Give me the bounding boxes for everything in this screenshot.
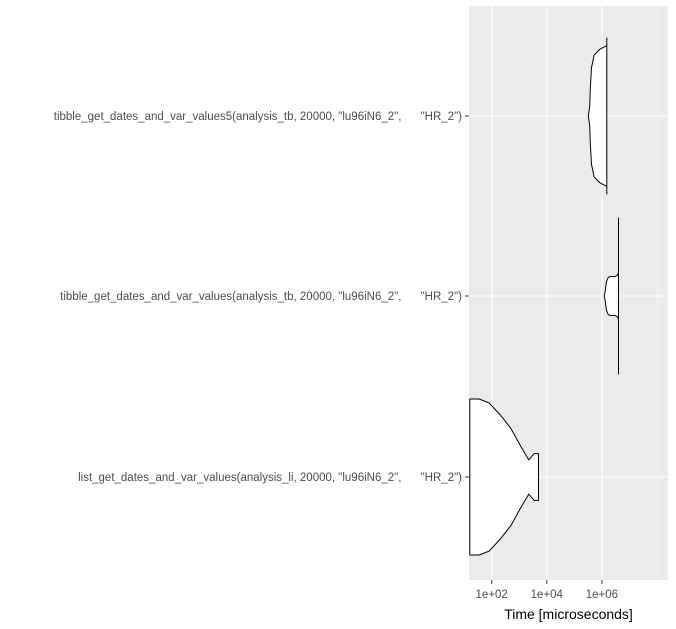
y-tick-label: tibble_get_dates_and_var_values5(analysi…	[54, 111, 462, 123]
violin-1	[587, 37, 608, 195]
y-tick-label: tibble_get_dates_and_var_values(analysis…	[60, 291, 462, 303]
x-axis-title: Time [microseconds]	[504, 606, 633, 622]
x-tick-label: 1e+06	[586, 589, 618, 601]
x-tick-label: 1e+04	[531, 589, 564, 601]
violin-3	[469, 398, 539, 556]
violins	[469, 37, 619, 556]
y-tick-label: list_get_dates_and_var_values(analysis_l…	[78, 472, 462, 484]
y-axis-ticks: tibble_get_dates_and_var_values5(analysi…	[54, 111, 469, 484]
violin-2	[603, 217, 619, 375]
x-tick-label: 1e+02	[476, 589, 508, 601]
x-axis-ticks: 1e+02 1e+04 1e+06	[476, 580, 618, 601]
